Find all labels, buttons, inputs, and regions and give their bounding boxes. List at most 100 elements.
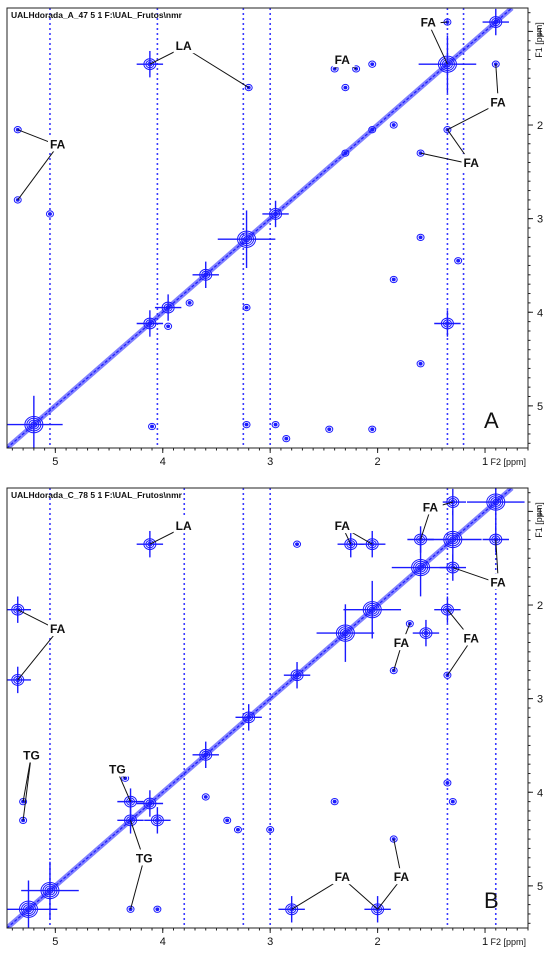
cross-peak (266, 826, 275, 834)
cross-peak (364, 896, 391, 923)
y-tick-label: 5 (537, 881, 543, 893)
cross-peak (278, 896, 305, 923)
y-tick-label: 5 (537, 401, 543, 413)
diagonal-peak (217, 210, 276, 269)
y-tick-label: 1 (537, 26, 543, 38)
cross-peak (201, 793, 210, 801)
y-tick-label: 3 (537, 214, 543, 226)
cross-peak (45, 210, 54, 218)
diagonal-peak (368, 126, 377, 134)
annotation-bg (173, 37, 196, 54)
cross-peak (293, 540, 302, 548)
annotation-label: FA (423, 500, 439, 514)
diagonal-contour (7, 8, 513, 448)
cross-peak (448, 797, 457, 806)
cosy-plot-b: 5 4 3 2 1 1 2 3 4 5 F2 [ppm] F1 [ppm] UALHdorada_C_7… (6, 487, 544, 948)
annotation-bg (391, 634, 414, 651)
annotation-bg (418, 13, 441, 30)
diagonal-peak (283, 662, 311, 689)
diagonal-peak (341, 149, 350, 157)
cross-peak (412, 619, 440, 647)
x-tick-label: 5 (52, 936, 58, 948)
annotation-label: TG (109, 763, 126, 777)
diagonal-peak (466, 488, 525, 531)
cross-peak (368, 425, 377, 433)
x-tick-label: 4 (160, 936, 166, 948)
diagonal-peak (154, 294, 182, 321)
spectrum-header: UALHdorada_C_78 5 1 F:\UAL_Frutos\nmr (11, 490, 183, 500)
cross-peak (439, 488, 467, 516)
annotation-label: FA (50, 137, 66, 151)
annotation-label: FA (394, 636, 410, 650)
cross-peak (126, 905, 135, 913)
annotation-bg (461, 629, 484, 646)
cross-peak (439, 554, 467, 581)
cross-peak (341, 83, 350, 92)
cross-peak (144, 807, 171, 834)
diagonal-peak (192, 741, 219, 769)
diagonal-peak (262, 200, 289, 228)
cross-peak (164, 322, 173, 330)
cosy-plot-a: 5 4 3 2 1 1 2 3 4 5 F2 [ppm] F1 [ppm] UALHdorada_A_4… (6, 7, 544, 468)
annotation-label: FA (335, 53, 351, 67)
spectrum-panel-a: 5 4 3 2 1 1 2 3 4 5 F2 [ppm] F1 [ppm] UALHdorada_A_4… (6, 7, 544, 468)
plot-area (7, 488, 525, 928)
x-tick-label: 2 (375, 456, 381, 468)
panel-letter: A (484, 408, 499, 433)
annotation-bg (173, 517, 196, 534)
annotation-label: FA (394, 870, 410, 884)
cross-peak (148, 422, 157, 431)
annotation-bg (420, 498, 443, 515)
annotation-bg (488, 573, 511, 590)
x-tick-label: 1 (482, 456, 488, 468)
annotation-bg (332, 51, 355, 68)
annotation-label: TG (136, 851, 153, 865)
annotation-bg (21, 746, 44, 763)
cross-peak (325, 425, 334, 433)
spectrum-header: UALHdorada_A_47 5 1 F:\UAL_Frutos\nmr (11, 10, 183, 20)
annotation-label: FA (464, 631, 480, 645)
plot-area (7, 8, 514, 448)
cross-peak (117, 788, 144, 815)
diagonal-peak (136, 790, 164, 817)
annotation-bg (332, 868, 355, 885)
x-axis-label: F2 [ppm] (490, 937, 526, 947)
y-tick-label: 2 (537, 600, 543, 612)
x-tick-label: 1 (482, 936, 488, 948)
annotation-label: FA (490, 575, 506, 589)
annotation-leaders (22, 756, 32, 821)
diagonal-peak (235, 704, 262, 731)
cross-peak (153, 905, 162, 913)
cross-peak (389, 666, 398, 675)
cross-peak (223, 816, 232, 824)
diagonal-peak (7, 395, 63, 448)
x-axis-label: F2 [ppm] (490, 457, 526, 467)
cross-peak (416, 360, 425, 368)
cross-peak (434, 310, 461, 337)
spectrum-panel-b: 5 4 3 2 1 1 2 3 4 5 F2 [ppm] F1 [ppm] UALHdorada_C_7… (0, 480, 550, 960)
annotation-bg (461, 154, 484, 171)
annotation-bg (47, 135, 70, 152)
cross-peak (185, 299, 194, 307)
cross-peak (19, 797, 28, 806)
annotation-leaders (149, 46, 249, 88)
y-tick-label: 2 (537, 120, 543, 132)
cross-peak (454, 257, 463, 265)
cross-peak (407, 526, 434, 553)
annotation-label: FA (50, 622, 66, 636)
diagonal-contour (7, 488, 513, 928)
annotation-label: LA (176, 39, 192, 53)
cross-peak (416, 233, 425, 242)
diagonal-peak (343, 580, 402, 639)
diagonal-peak (482, 8, 509, 36)
panel-letter: B (484, 888, 499, 913)
diagonal-peak (136, 310, 164, 337)
annotation-label: TG (23, 748, 40, 762)
cross-peak (443, 779, 452, 787)
annotation-bg (133, 849, 156, 866)
annotation-label: FA (335, 870, 351, 884)
cross-peak (233, 826, 242, 834)
y-tick-label: 4 (537, 787, 543, 799)
annotation-label: LA (176, 519, 192, 533)
cross-peak (7, 666, 31, 694)
